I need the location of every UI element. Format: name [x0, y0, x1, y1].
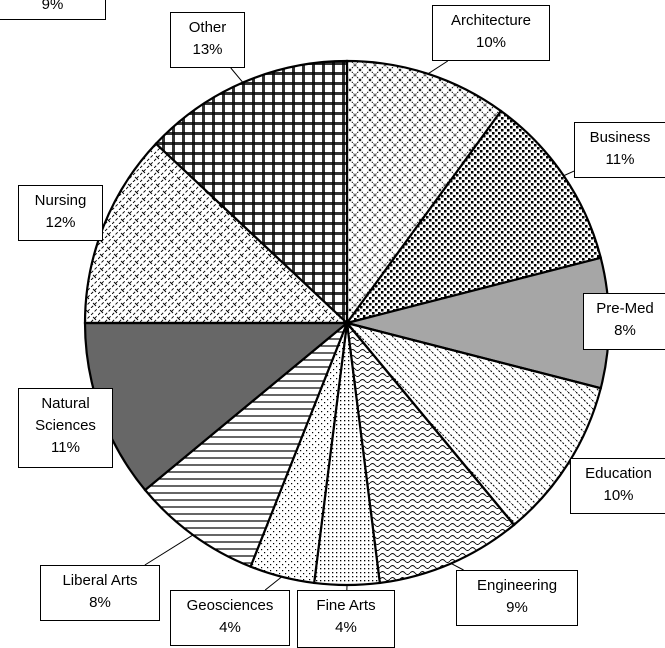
leader-line: [265, 577, 282, 590]
category-label: Architecture: [436, 10, 546, 32]
value-label: 4%: [301, 617, 391, 639]
value-label: 9%: [460, 597, 574, 619]
value-label: 4%: [174, 617, 286, 639]
value-label: 10%: [574, 485, 663, 507]
value-label: 11%: [578, 149, 662, 171]
leader-line: [428, 61, 448, 74]
value-label: 10%: [436, 32, 546, 54]
category-label: Other: [174, 17, 241, 39]
category-label: Business: [578, 127, 662, 149]
value-label: 8%: [587, 320, 663, 342]
value-label: 12%: [22, 212, 99, 234]
category-label: Engineering: [460, 575, 574, 597]
category-label: Liberal Arts: [44, 570, 156, 592]
annotation: 9%: [3, 0, 102, 15]
category-label: Geosciences: [174, 595, 286, 617]
leader-line: [231, 68, 243, 83]
category-label: Nursing: [22, 190, 99, 212]
category-label: Pre-Med: [587, 298, 663, 320]
category-label: Natural Sciences: [22, 393, 109, 437]
value-label: 11%: [22, 437, 109, 459]
leader-line: [564, 171, 574, 176]
leader-line: [145, 535, 193, 565]
value-label: 13%: [174, 39, 241, 61]
annotation-box: 9%: [0, 0, 106, 20]
category-label: Fine Arts: [301, 595, 391, 617]
value-label: 8%: [44, 592, 156, 614]
category-label: Education: [574, 463, 663, 485]
